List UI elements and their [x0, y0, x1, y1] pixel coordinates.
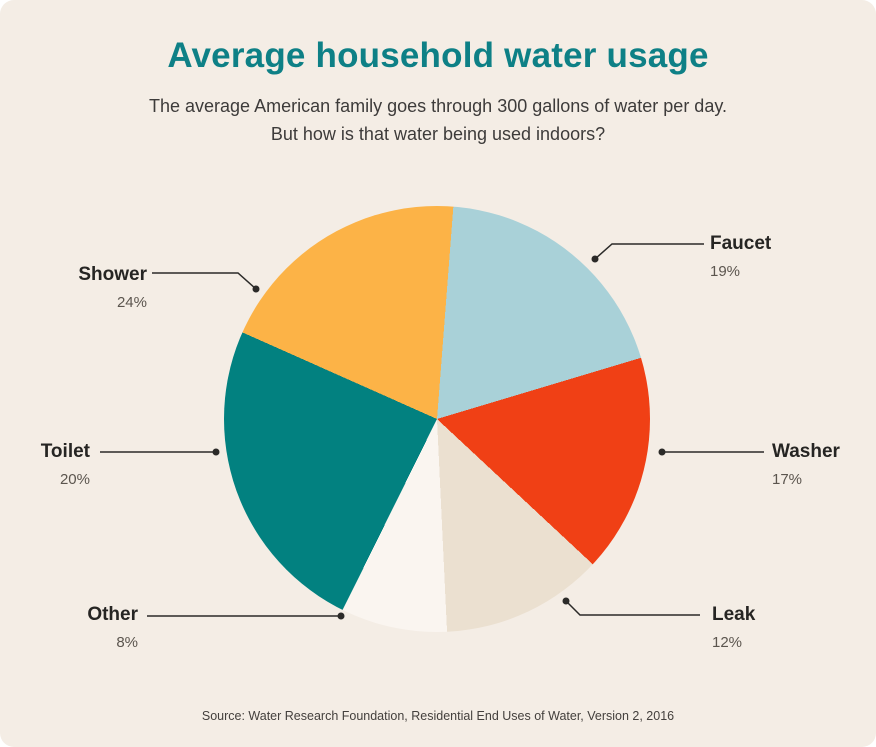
callout-shower-value: 24% — [116, 294, 147, 311]
callout-washer-value: 17% — [772, 471, 803, 488]
shower-leader-line — [152, 272, 257, 290]
callout-shower-label: Shower — [78, 264, 147, 285]
callout-other-value: 8% — [116, 634, 138, 651]
callout-washer: Washer 17% — [772, 440, 840, 490]
faucet-leader-line — [594, 243, 704, 260]
shower-leader-dot — [252, 285, 260, 293]
pie-chart — [224, 206, 650, 632]
toilet-leader-dot — [212, 448, 220, 456]
callout-other: Other 8% — [87, 603, 138, 653]
callout-faucet-value: 19% — [710, 263, 741, 280]
callout-faucet: Faucet 19% — [710, 232, 771, 282]
leak-leader-dot — [562, 597, 570, 605]
callout-faucet-label: Faucet — [710, 233, 772, 254]
leak-leader-line — [565, 600, 700, 616]
callout-leak-value: 12% — [712, 634, 743, 651]
faucet-leader-dot — [591, 255, 599, 263]
callout-leak: Leak 12% — [712, 603, 755, 653]
callout-leak-label: Leak — [712, 604, 756, 625]
subtitle-line-1: The average American family goes through… — [149, 96, 727, 116]
subtitle-line-2: But how is that water being used indoors… — [270, 124, 606, 144]
page-subtitle: The average American family goes through… — [0, 92, 876, 148]
callout-toilet: Toilet 20% — [41, 440, 90, 490]
washer-leader-dot — [658, 448, 666, 456]
callout-toilet-value: 20% — [59, 471, 90, 488]
other-leader-dot — [337, 612, 345, 620]
callout-washer-label: Washer — [772, 441, 840, 462]
callout-toilet-label: Toilet — [40, 441, 90, 462]
page-title: Average household water usage — [167, 36, 709, 75]
source-note: Source: Water Research Foundation, Resid… — [201, 709, 675, 723]
callout-shower: Shower 24% — [78, 263, 147, 313]
callout-other-label: Other — [87, 604, 138, 625]
